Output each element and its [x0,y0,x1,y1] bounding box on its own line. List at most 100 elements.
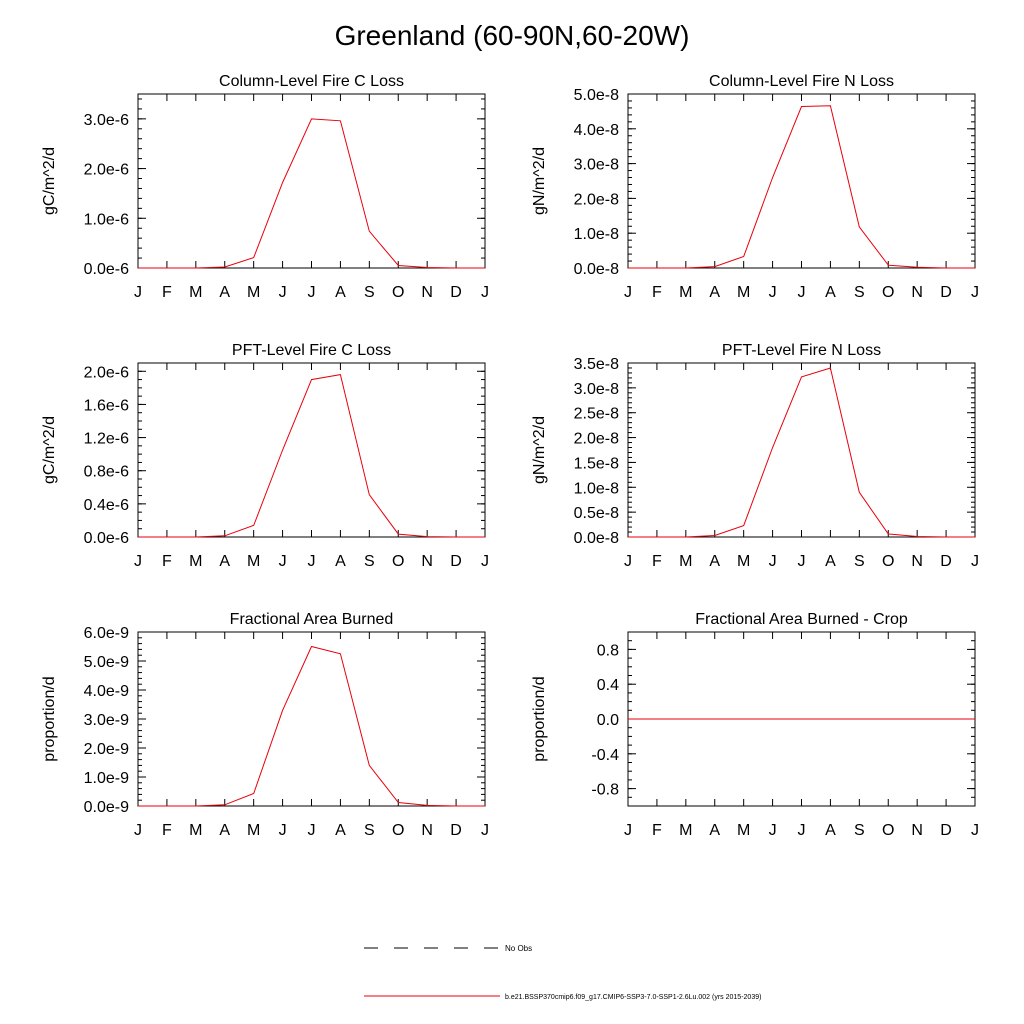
chart-title: Column-Level Fire N Loss [709,73,894,90]
x-tick-label: J [769,822,777,839]
x-tick-label: S [364,284,375,301]
x-tick-label: J [308,822,316,839]
x-tick-label: J [308,284,316,301]
y-tick-label: 1.0e-9 [84,770,129,787]
series-line [138,374,485,538]
y-axis-label: gC/m^2/d [41,147,58,215]
x-tick-label: J [134,553,142,570]
y-tick-label: 6.0e-9 [84,625,129,642]
x-tick-label: M [247,553,260,570]
x-tick-label: O [392,284,404,301]
y-tick-label: 5.0e-8 [574,87,619,104]
y-tick-label: 0.4 [597,677,619,694]
x-tick-label: O [882,284,894,301]
plot-frame [137,631,486,807]
x-tick-label: N [911,553,923,570]
y-tick-label: 2.0e-6 [84,364,129,381]
legend: No Obs b.e21.BSSP370cmip6.f09_g17.CMIP6-S… [364,944,761,1001]
series-line [628,367,975,538]
x-tick-label: J [624,553,632,570]
x-tick-label: D [940,553,952,570]
x-tick-label: N [421,553,433,570]
y-tick-label: 0.0e-6 [84,261,129,278]
series-line [138,645,485,807]
x-tick-label: O [392,553,404,570]
y-tick-label: 3.0e-8 [574,157,619,174]
x-tick-label: F [652,284,662,301]
y-tick-label: -0.4 [591,747,619,764]
x-tick-label: A [219,822,230,839]
x-tick-label: J [971,284,979,301]
x-tick-label: J [624,822,632,839]
y-axis-label: gN/m^2/d [531,147,548,215]
x-tick-label: M [247,822,260,839]
y-tick-label: 0.0e-8 [574,261,619,278]
x-tick-label: J [624,284,632,301]
chart-title: PFT-Level Fire C Loss [232,342,391,359]
x-tick-label: A [335,284,346,301]
y-tick-label: 1.0e-6 [84,211,129,228]
y-axis-label: gC/m^2/d [41,416,58,484]
legend-label-model: b.e21.BSSP370cmip6.f09_g17.CMIP6-SSP3-7.… [505,994,761,1001]
series-line [138,118,485,269]
y-tick-label: 1.0e-8 [574,226,619,243]
x-tick-label: A [709,284,720,301]
x-tick-label: A [825,553,836,570]
x-tick-label: M [189,284,202,301]
x-tick-label: S [854,284,865,301]
x-tick-label: J [769,284,777,301]
y-axis-label: proportion/d [41,676,58,761]
y-tick-label: 0.5e-8 [574,505,619,522]
x-tick-label: A [335,553,346,570]
x-tick-label: J [769,553,777,570]
y-tick-label: 1.5e-8 [574,455,619,472]
x-tick-label: M [737,553,750,570]
x-tick-label: M [247,284,260,301]
x-tick-label: J [481,284,489,301]
x-tick-label: A [825,822,836,839]
y-tick-label: 0.4e-6 [84,497,129,514]
x-tick-label: J [134,284,142,301]
x-tick-label: J [798,553,806,570]
y-tick-label: 0.8e-6 [84,464,129,481]
x-tick-label: J [971,553,979,570]
x-tick-label: S [854,553,865,570]
x-tick-label: J [481,553,489,570]
x-tick-label: J [134,822,142,839]
y-tick-label: 0.0 [597,712,619,729]
x-tick-label: J [279,553,287,570]
x-tick-label: F [162,822,172,839]
y-tick-label: 0.0e-8 [574,530,619,547]
x-tick-label: A [709,822,720,839]
y-tick-label: 3.0e-8 [574,381,619,398]
x-tick-label: D [450,284,462,301]
y-tick-label: 2.5e-8 [574,406,619,423]
y-axis-label: proportion/d [531,676,548,761]
y-tick-label: 0.0e-6 [84,530,129,547]
x-tick-label: M [189,822,202,839]
x-tick-label: S [364,553,375,570]
y-tick-label: -0.8 [591,782,619,799]
x-tick-label: A [335,822,346,839]
x-tick-label: D [940,284,952,301]
y-tick-label: 1.2e-6 [84,431,129,448]
x-tick-label: O [882,553,894,570]
y-tick-label: 2.0e-6 [84,162,129,179]
x-tick-label: D [450,822,462,839]
chart-title: Fractional Area Burned - Crop [695,611,908,628]
x-tick-label: J [279,822,287,839]
x-tick-label: O [392,822,404,839]
x-tick-label: M [679,284,692,301]
y-tick-label: 3.5e-8 [574,356,619,373]
legend-label-no-obs: No Obs [505,944,532,953]
y-axis-label: gN/m^2/d [531,416,548,484]
x-tick-label: M [737,284,750,301]
y-tick-label: 0.8 [597,642,619,659]
y-tick-label: 5.0e-9 [84,654,129,671]
y-tick-label: 2.0e-8 [574,191,619,208]
plot-frame [627,93,976,269]
